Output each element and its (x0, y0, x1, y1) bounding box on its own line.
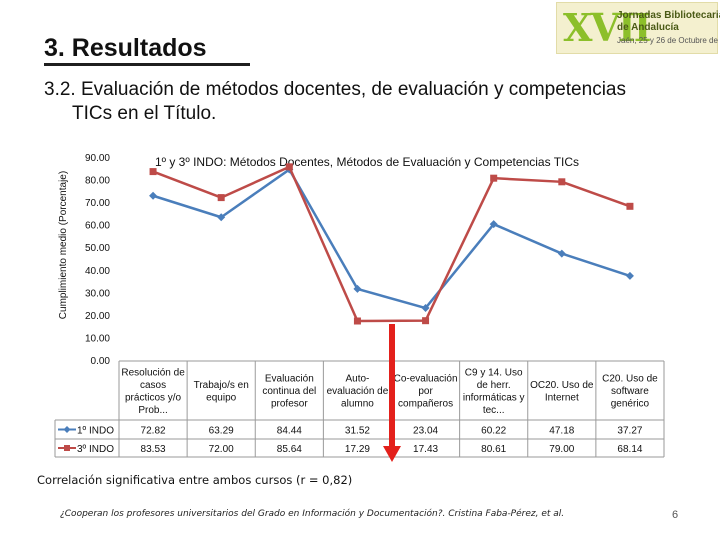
data-point-marker (149, 191, 158, 200)
data-point-marker (625, 271, 634, 280)
data-point-marker (217, 194, 225, 202)
category-label: Resolución de (121, 367, 185, 378)
data-table-value: 72.00 (209, 444, 234, 455)
logo-roman-numeral: XVII (563, 5, 652, 50)
category-label: prácticos y/o (125, 392, 182, 403)
logo-line-2: de Andalucía (617, 22, 679, 33)
data-point-marker (217, 213, 226, 222)
slide-title: 3. Resultados (44, 34, 207, 62)
data-point-marker (422, 317, 430, 325)
category-label: alumno (341, 399, 374, 410)
event-logo: XVII Jornadas Bibliotecarias de Andalucí… (556, 2, 720, 54)
category-label: tec... (483, 405, 505, 416)
data-table-value: 83.53 (141, 444, 166, 455)
category-label: profesor (271, 399, 308, 410)
data-table-value: 63.29 (209, 426, 234, 437)
subtitle-line-2: TICs en el Título. (72, 103, 217, 124)
category-label: OC20. Uso de (530, 380, 594, 391)
data-point-marker (626, 202, 634, 210)
highlight-arrow-head (383, 446, 401, 462)
category-label: equipo (206, 392, 236, 403)
data-table-value: 79.00 (549, 444, 574, 455)
y-tick-label: 0.00 (91, 356, 111, 367)
data-table-value: 85.64 (277, 444, 302, 455)
y-axis-label: Cumplimiento medio (Porcentaje) (58, 171, 69, 319)
y-tick-label: 20.00 (85, 311, 110, 322)
data-point-marker (421, 304, 430, 313)
category-label: C20. Uso de (602, 374, 658, 385)
legend-marker (64, 445, 70, 451)
category-label: Auto- (345, 374, 369, 385)
data-table-value: 60.22 (481, 426, 506, 437)
subtitle-line-1: 3.2. Evaluación de métodos docentes, de … (44, 79, 626, 100)
logo-line-3: Jaén, 25 y 26 de Octubre de 2013 (617, 36, 720, 45)
data-point-marker (557, 249, 566, 258)
y-tick-label: 80.00 (85, 176, 110, 187)
data-table-value: 23.04 (413, 426, 438, 437)
data-table-value: 17.43 (413, 444, 438, 455)
logo-line-1: Jornadas Bibliotecarias (617, 10, 720, 21)
category-label: casos (140, 380, 166, 391)
data-table-value: 31.52 (345, 426, 370, 437)
category-label: Evaluación (265, 374, 314, 385)
legend-label: 3º INDO (77, 444, 114, 455)
y-tick-label: 70.00 (85, 198, 110, 209)
y-tick-label: 50.00 (85, 243, 110, 254)
y-tick-label: 60.00 (85, 221, 110, 232)
category-label: genérico (611, 399, 650, 410)
category-label: Internet (545, 392, 579, 403)
category-label: de herr. (477, 380, 511, 391)
data-point-marker (149, 168, 157, 176)
page-number: 6 (672, 509, 679, 521)
y-tick-label: 30.00 (85, 288, 110, 299)
category-label: informáticas y (463, 392, 525, 403)
legend-label: 1º INDO (77, 426, 114, 437)
data-point-marker (558, 178, 566, 186)
data-table-value: 68.14 (617, 444, 642, 455)
title-underline (44, 63, 250, 66)
data-table-value: 47.18 (549, 426, 574, 437)
data-table-value: 17.29 (345, 444, 370, 455)
chart-title: 1º y 3º INDO: Métodos Docentes, Métodos … (155, 155, 579, 169)
y-tick-label: 90.00 (85, 153, 110, 164)
series-line (152, 168, 631, 310)
data-point-marker (353, 317, 361, 325)
data-table-value: 72.82 (141, 426, 166, 437)
category-label: compañeros (398, 399, 453, 410)
correlation-note: Correlación significativa entre ambos cu… (37, 473, 353, 487)
data-table-value: 80.61 (481, 444, 506, 455)
category-label: por (418, 386, 433, 397)
y-tick-label: 10.00 (85, 333, 110, 344)
data-point-marker (285, 163, 293, 171)
category-label: continua del (262, 386, 316, 397)
y-tick-label: 40.00 (85, 266, 110, 277)
data-table-value: 84.44 (277, 426, 302, 437)
category-label: Co-evaluación (394, 374, 458, 385)
highlight-arrow-shaft (389, 324, 395, 448)
category-label: Prob... (138, 405, 167, 416)
category-label: evaluación de (327, 386, 389, 397)
category-label: software (611, 386, 649, 397)
legend-marker (63, 426, 71, 433)
series-line (152, 165, 631, 323)
data-point-marker (489, 220, 498, 229)
data-table-value: 37.27 (617, 426, 642, 437)
citation: ¿Cooperan los profesores universitarios … (60, 509, 565, 519)
category-label: Trabajo/s en (194, 380, 249, 391)
slide-subtitle: 3.2. Evaluación de métodos docentes, de … (44, 78, 684, 126)
category-label: C9 y 14. Uso (465, 367, 523, 378)
data-point-marker (490, 174, 498, 182)
data-point-marker (353, 284, 362, 293)
